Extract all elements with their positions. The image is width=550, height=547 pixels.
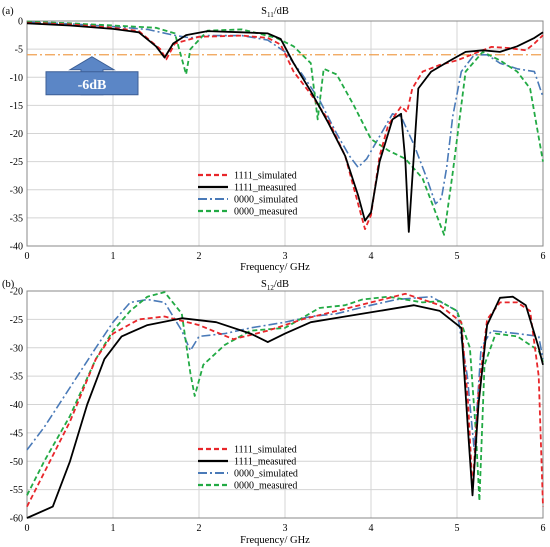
s12-legend-label: 1111_simulated bbox=[234, 445, 297, 456]
s12-series-0000-measured bbox=[26, 291, 544, 502]
s11-series-0000-simulated bbox=[26, 21, 544, 205]
s12-chart-panel: (b) S12/dB Frequency/ GHz -20-25-30-35-4… bbox=[2, 279, 546, 546]
s12-y-tick-label: -20 bbox=[10, 287, 23, 298]
s12-series-0000-simulated bbox=[26, 295, 544, 451]
s12-series-1111-measured bbox=[26, 295, 544, 519]
s12-series-1111-simulated bbox=[26, 292, 544, 508]
s11-y-tick-label: -25 bbox=[10, 157, 23, 168]
s11-y-tick-label: -10 bbox=[10, 73, 23, 84]
s12-x-tick-label: 5 bbox=[455, 523, 460, 534]
s12-legend-label: 0000_simulated bbox=[234, 469, 298, 480]
s11-panel-label: (a) bbox=[2, 6, 14, 17]
s11-x-tick-label: 6 bbox=[541, 251, 546, 262]
s12-chart-title: S12/dB bbox=[261, 279, 289, 292]
s12-legend-label: 1111_measured bbox=[234, 457, 296, 468]
s11-legend-label: 0000_simulated bbox=[234, 195, 298, 206]
s11-series-1111-measured bbox=[26, 22, 544, 233]
s11-plot-frame bbox=[26, 20, 544, 247]
s12-title-unit: /dB bbox=[274, 279, 289, 290]
s11-y-tick-label: -20 bbox=[10, 129, 23, 140]
s11-y-tick-label: -40 bbox=[10, 242, 23, 253]
s11-title-main: S bbox=[261, 6, 267, 17]
s12-title-sub: 12 bbox=[267, 284, 275, 292]
s11-y-tick-label: -30 bbox=[10, 185, 23, 196]
s11-legend-label: 0000_measured bbox=[234, 207, 297, 218]
s12-y-tick-label: -60 bbox=[10, 514, 23, 525]
minus-6db-annotation: -6dB bbox=[78, 78, 107, 93]
s11-y-tick-label: 0 bbox=[18, 17, 23, 28]
s12-x-tick-label: 4 bbox=[369, 523, 374, 534]
s11-series-0000-measured bbox=[26, 20, 544, 236]
s11-legend-label: 1111_simulated bbox=[234, 171, 297, 182]
s12-x-tick-label: 6 bbox=[541, 523, 546, 534]
s11-x-tick-label: 5 bbox=[455, 251, 460, 262]
s11-y-tick-label: -15 bbox=[10, 101, 23, 112]
s12-x-axis-label: Frequency/ GHz bbox=[240, 535, 310, 546]
s11-x-axis-label: Frequency/ GHz bbox=[240, 262, 310, 273]
s11-x-tick-label: 2 bbox=[197, 251, 202, 262]
s12-y-tick-label: -50 bbox=[10, 457, 23, 468]
s12-y-tick-label: -40 bbox=[10, 400, 23, 411]
s11-chart-title: S11/dB bbox=[261, 6, 289, 19]
s12-y-tick-label: -25 bbox=[10, 315, 23, 326]
s11-series-1111-simulated bbox=[26, 21, 544, 230]
s12-y-tick-label: -45 bbox=[10, 428, 23, 439]
annotation-box bbox=[45, 71, 139, 96]
s12-plot-frame bbox=[26, 290, 544, 519]
s11-legend: 1111_simulated1111_measured0000_simulate… bbox=[198, 171, 298, 218]
s11-x-tick-label: 3 bbox=[283, 251, 288, 262]
s12-legend-label: 0000_measured bbox=[234, 481, 297, 492]
s11-title-sub: 11 bbox=[267, 11, 274, 19]
s12-y-tick-label: -30 bbox=[10, 343, 23, 354]
s12-x-tick-label: 2 bbox=[197, 523, 202, 534]
s11-legend-label: 1111_measured bbox=[234, 183, 296, 194]
s12-y-tick-label: -35 bbox=[10, 372, 23, 383]
s12-panel-label: (b) bbox=[2, 279, 15, 290]
s12-x-tick-label: 1 bbox=[111, 523, 116, 534]
s12-title-main: S bbox=[261, 279, 267, 290]
s11-chart-panel: (a) S11/dB Frequency/ GHz 0 -5 -10 -15 -20 -2… bbox=[2, 6, 546, 273]
s12-x-tick-label: 3 bbox=[283, 523, 288, 534]
s12-legend: 1111_simulated1111_measured0000_simulate… bbox=[198, 445, 298, 492]
s11-x-tick-label: 0 bbox=[25, 251, 30, 262]
s11-x-tick-label: 1 bbox=[111, 251, 116, 262]
s11-x-tick-label: 4 bbox=[369, 251, 374, 262]
s11-title-unit: /dB bbox=[274, 6, 289, 17]
s12-x-tick-label: 0 bbox=[25, 523, 30, 534]
s12-y-tick-label: -55 bbox=[10, 485, 23, 496]
s11-y-tick-label: -5 bbox=[15, 45, 23, 56]
s11-y-tick-label: -35 bbox=[10, 213, 23, 224]
